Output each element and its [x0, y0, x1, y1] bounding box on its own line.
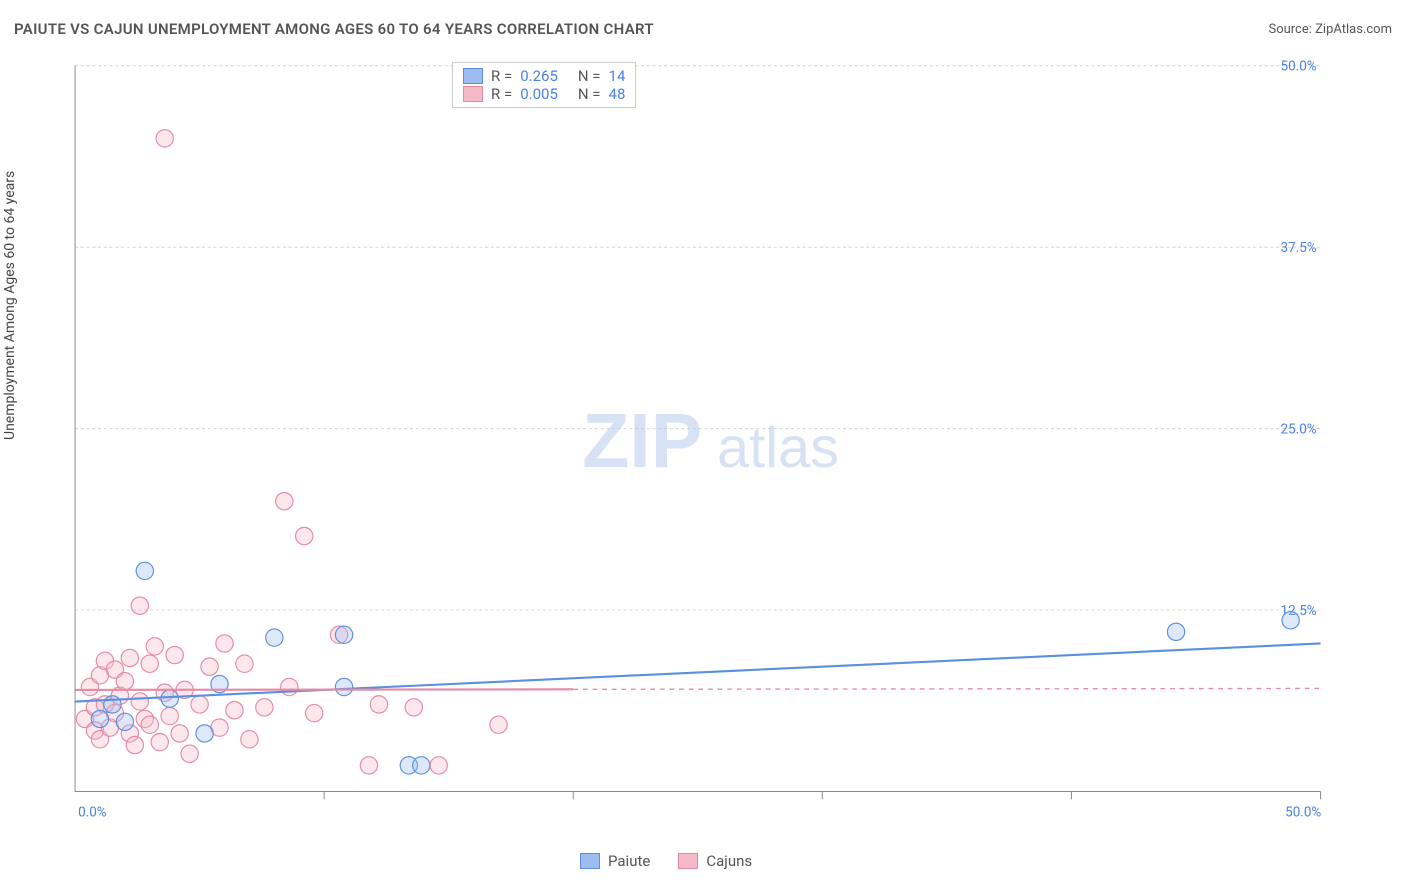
chart-title: PAIUTE VS CAJUN UNEMPLOYMENT AMONG AGES …: [14, 20, 654, 38]
data-point: [413, 757, 430, 774]
x-tick-label-max: 50.0%: [1285, 806, 1321, 821]
data-point: [166, 646, 183, 663]
x-tick-label-min: 0.0%: [78, 806, 107, 821]
y-tick-label: 50.0%: [1281, 60, 1317, 75]
watermark-icon: ZIP: [582, 398, 702, 484]
source-prefix: Source:: [1268, 22, 1315, 37]
legend-item: Paiute: [580, 852, 650, 870]
data-point: [1167, 623, 1184, 640]
series-legend: Paiute Cajuns: [580, 852, 752, 870]
data-point: [141, 716, 158, 733]
data-point: [196, 725, 213, 742]
data-point: [226, 702, 243, 719]
data-point: [1282, 612, 1299, 629]
data-point: [161, 690, 178, 707]
data-point: [131, 693, 148, 710]
y-tick-label: 25.0%: [1281, 422, 1317, 437]
data-point: [266, 629, 283, 646]
scatter-chart: 12.5%25.0%37.5%50.0%ZIPatlas0.0%50.0%: [44, 60, 1392, 830]
data-point: [201, 658, 218, 675]
trend-line: [75, 643, 1320, 701]
data-point: [490, 716, 507, 733]
data-point: [296, 527, 313, 544]
y-axis-label: Unemployment Among Ages 60 to 64 years: [2, 171, 18, 440]
chart-area: 12.5%25.0%37.5%50.0%ZIPatlas0.0%50.0%: [44, 60, 1392, 830]
source-attribution: Source: ZipAtlas.com: [1268, 22, 1392, 37]
legend-swatch-icon: [678, 853, 698, 869]
data-point: [370, 696, 387, 713]
data-point: [256, 699, 273, 716]
legend-row: R = 0.265 N = 14: [463, 67, 625, 85]
legend-swatch-icon: [463, 86, 483, 102]
legend-n-label: N =: [578, 67, 601, 85]
data-point: [116, 713, 133, 730]
legend-item: Cajuns: [678, 852, 752, 870]
legend-r-value: 0.265: [520, 67, 558, 85]
data-point: [141, 655, 158, 672]
data-point: [131, 597, 148, 614]
legend-row: R = 0.005 N = 48: [463, 85, 625, 103]
data-point: [146, 638, 163, 655]
chart-header: PAIUTE VS CAJUN UNEMPLOYMENT AMONG AGES …: [14, 20, 1392, 38]
data-point: [121, 649, 138, 666]
trend-line: [75, 689, 573, 690]
data-point: [236, 655, 253, 672]
legend-r-label: R =: [491, 85, 512, 103]
data-point: [116, 673, 133, 690]
data-point: [335, 678, 352, 695]
data-point: [104, 696, 121, 713]
legend-swatch-icon: [580, 853, 600, 869]
data-point: [161, 707, 178, 724]
data-point: [241, 731, 258, 748]
data-point: [216, 635, 233, 652]
y-tick-label: 37.5%: [1281, 241, 1317, 256]
data-point: [126, 736, 143, 753]
data-point: [306, 704, 323, 721]
source-name: ZipAtlas.com: [1315, 22, 1392, 37]
data-point: [276, 493, 293, 510]
legend-item-label: Cajuns: [706, 852, 752, 870]
data-point: [91, 710, 108, 727]
data-point: [156, 130, 173, 147]
legend-n-label: N =: [578, 85, 601, 103]
data-point: [281, 678, 298, 695]
legend-swatch-icon: [463, 68, 483, 84]
data-point: [360, 757, 377, 774]
data-point: [405, 699, 422, 716]
watermark-icon: atlas: [717, 416, 839, 480]
data-point: [136, 562, 153, 579]
data-point: [430, 757, 447, 774]
legend-n-value: 48: [609, 85, 626, 103]
legend-n-value: 14: [609, 67, 626, 85]
data-point: [151, 733, 168, 750]
legend-r-label: R =: [491, 67, 512, 85]
data-point: [181, 745, 198, 762]
trend-line-extrapolated: [573, 688, 1320, 689]
data-point: [191, 696, 208, 713]
legend-item-label: Paiute: [608, 852, 650, 870]
data-point: [171, 725, 188, 742]
correlation-legend: R = 0.265 N = 14 R = 0.005 N = 48: [452, 62, 636, 108]
data-point: [335, 626, 352, 643]
legend-r-value: 0.005: [520, 85, 558, 103]
